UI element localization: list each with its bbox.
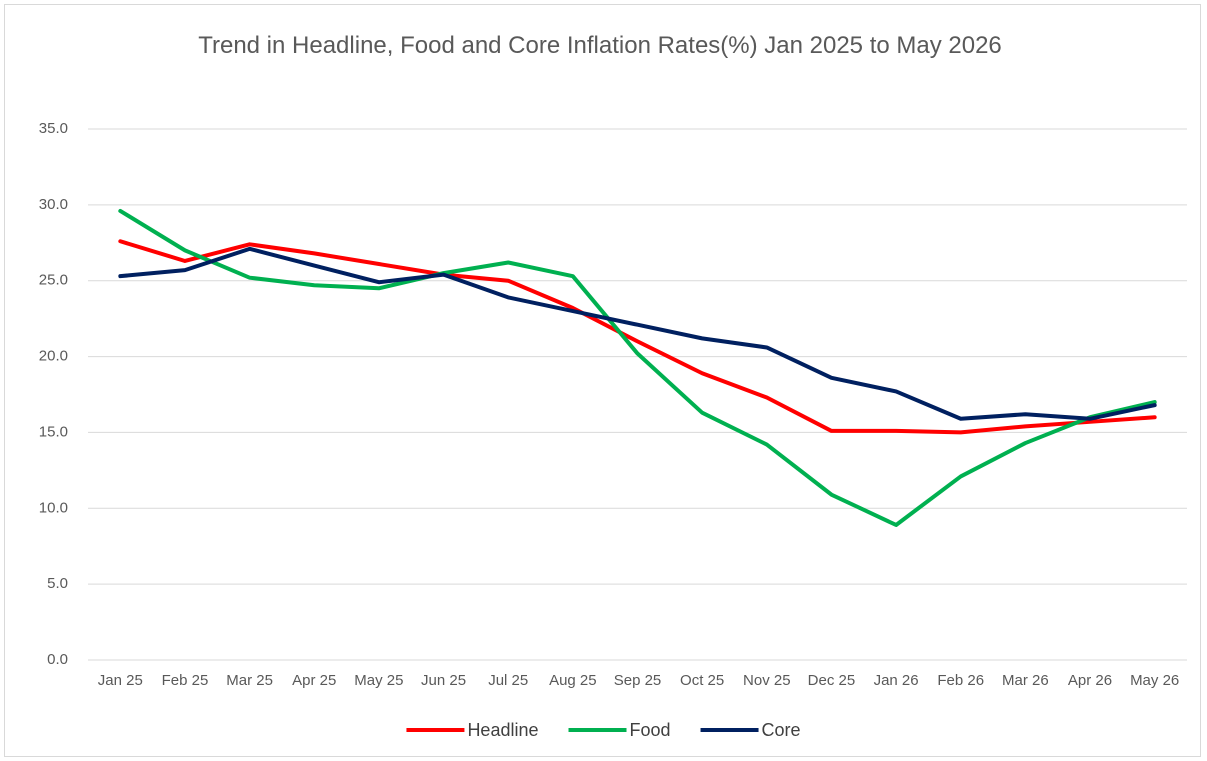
y-tick-label: 25.0: [39, 272, 68, 289]
series-line: [118, 208, 1157, 527]
x-tick-label: Jun 25: [421, 672, 466, 689]
x-tick-label: Aug 25: [549, 672, 597, 689]
x-tick-label: May 25: [354, 672, 403, 689]
x-tick-label: Dec 25: [808, 672, 856, 689]
x-tick-label: Nov 25: [743, 672, 791, 689]
series-line: [118, 239, 1157, 435]
legend-label: Headline: [467, 720, 538, 740]
x-tick-label: Feb 26: [937, 672, 984, 689]
y-tick-label: 10.0: [39, 499, 68, 516]
x-tick-label: Mar 25: [226, 672, 273, 689]
x-tick-label: Jul 25: [488, 672, 528, 689]
y-tick-label: 30.0: [39, 196, 68, 213]
y-tick-label: 35.0: [39, 120, 68, 137]
y-tick-label: 20.0: [39, 348, 68, 365]
x-tick-label: May 26: [1130, 672, 1179, 689]
x-tick-label: Feb 25: [162, 672, 209, 689]
series-line: [118, 246, 1157, 421]
x-tick-label: Mar 26: [1002, 672, 1049, 689]
x-tick-label: Oct 25: [680, 672, 724, 689]
x-tick-label: Apr 26: [1068, 672, 1112, 689]
legend-label: Core: [762, 720, 801, 740]
chart-title: Trend in Headline, Food and Core Inflati…: [198, 32, 1002, 59]
y-tick-label: 5.0: [47, 575, 68, 592]
x-tick-label: Jan 25: [98, 672, 143, 689]
x-tick-label: Sep 25: [614, 672, 662, 689]
y-tick-label: 15.0: [39, 423, 68, 440]
x-tick-label: Apr 25: [292, 672, 336, 689]
x-tick-label: Jan 26: [874, 672, 919, 689]
chart-frame: [4, 4, 1201, 757]
legend-label: Food: [630, 720, 671, 740]
y-tick-label: 0.0: [47, 651, 68, 668]
